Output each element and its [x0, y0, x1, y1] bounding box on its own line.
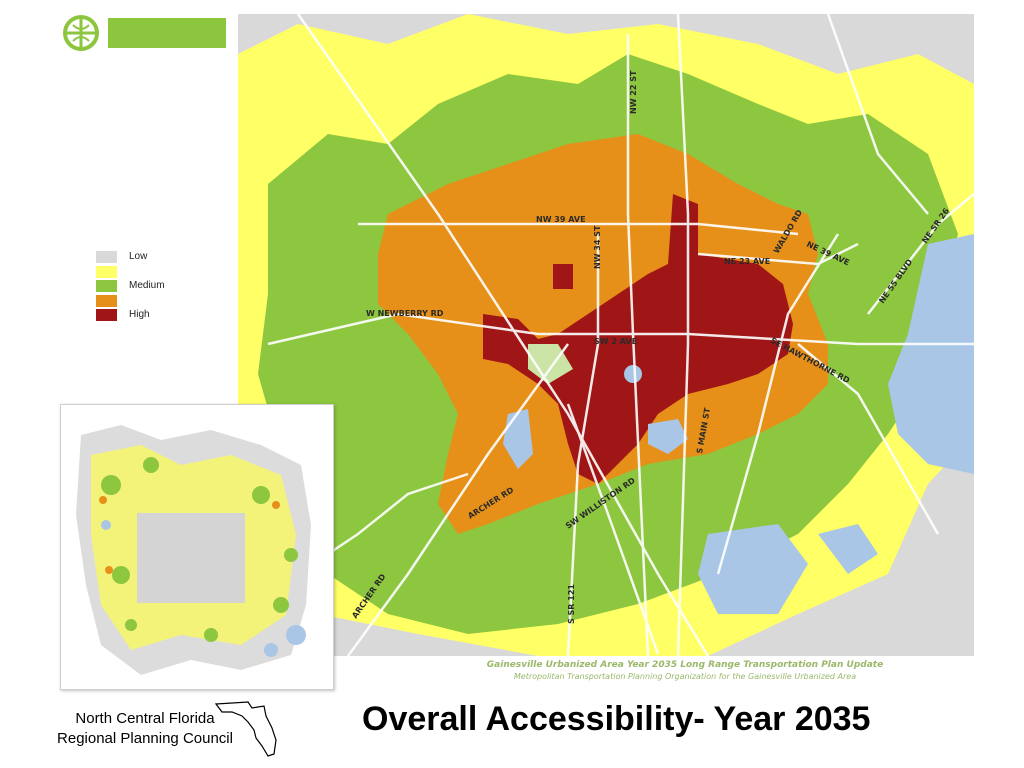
map-caption-subtitle: Metropolitan Transportation Planning Org…: [513, 672, 857, 681]
legend-item: High: [96, 308, 216, 323]
legend-item: Medium: [96, 279, 216, 294]
slide-title: Overall Accessibility- Year 2035: [362, 700, 871, 738]
road-label-newberry: W NEWBERRY RD: [366, 309, 444, 318]
map-legend: Low Medium High: [96, 250, 216, 323]
road-label-nw39: NW 39 AVE: [536, 215, 586, 224]
inset-canvas: [76, 425, 311, 675]
florida-outline-icon: [214, 701, 277, 757]
road-label-sw2: SW 2 AVE: [594, 337, 637, 346]
road-label-nw22: NW 22 ST: [629, 70, 638, 114]
legend-item: [96, 294, 216, 309]
map-caption: Gainesville Urbanized Area Year 2035 Lon…: [470, 660, 900, 681]
regional-inset-map: [60, 404, 334, 690]
legend-item: [96, 265, 216, 280]
map-canvas: NW 22 ST NW 39 AVE WALDO RD NE 39 AVE NE…: [238, 14, 974, 656]
organization-name: North Central Florida Regional Planning …: [40, 709, 250, 749]
road-label-ssr121: S SR 121: [567, 584, 576, 624]
road-label-ne23: NE 23 AVE: [724, 257, 770, 266]
legend-item: Low: [96, 250, 216, 265]
organization-line-1: North Central Florida: [75, 710, 215, 727]
rpc-logo-mark-icon: [60, 14, 102, 52]
rpc-logo-bar: [108, 18, 226, 48]
rpc-logo: [56, 12, 226, 54]
map-caption-title: Gainesville Urbanized Area Year 2035 Lon…: [486, 660, 884, 670]
accessibility-map: NW 22 ST NW 39 AVE WALDO RD NE 39 AVE NE…: [238, 14, 974, 656]
organization-line-2: Regional Planning Council: [57, 730, 233, 747]
road-label-nw34: NW 34 ST: [593, 225, 602, 269]
